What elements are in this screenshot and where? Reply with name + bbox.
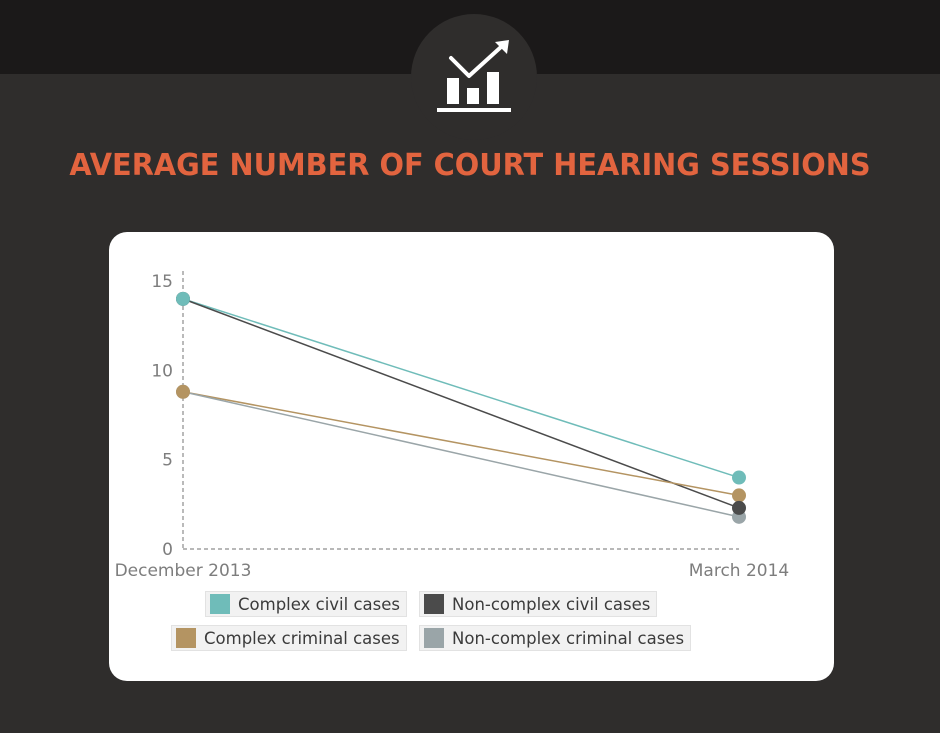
chart-card: 0 5 10 15 December 2013 March 2014 Complex ci… <box>109 232 834 681</box>
page-title: AVERAGE NUMBER OF COURT HEARING SESSIONS <box>69 148 871 183</box>
legend-label: Complex civil cases <box>238 594 400 614</box>
legend-label: Non-complex civil cases <box>452 594 651 614</box>
y-tick-label: 0 <box>162 540 173 560</box>
legend-item: Complex criminal cases <box>171 625 407 651</box>
x-tick-label: March 2014 <box>689 561 790 581</box>
x-tick-label: December 2013 <box>115 561 252 581</box>
legend-item: Non-complex criminal cases <box>419 625 692 651</box>
legend-label: Complex criminal cases <box>204 628 400 648</box>
series-line <box>182 298 740 509</box>
data-point <box>176 291 190 306</box>
series-line <box>182 391 740 497</box>
legend-swatch <box>424 628 444 648</box>
series-line <box>182 391 740 518</box>
legend-swatch <box>210 594 230 614</box>
data-point <box>732 488 746 503</box>
y-tick-label: 10 <box>151 361 173 381</box>
bar-chart-growth-icon <box>437 40 511 112</box>
legend-item: Complex civil cases <box>205 591 407 617</box>
y-tick-label: 5 <box>162 451 173 471</box>
legend-label: Non-complex criminal cases <box>452 628 685 648</box>
legend-swatch <box>176 628 196 648</box>
data-point <box>732 500 746 515</box>
data-point <box>732 470 746 485</box>
chart-badge <box>411 14 537 140</box>
legend-swatch <box>424 594 444 614</box>
legend-item: Non-complex civil cases <box>419 591 658 617</box>
line-chart: 0 5 10 15 December 2013 March 2014 <box>115 271 790 581</box>
data-point <box>176 384 190 399</box>
y-tick-label: 15 <box>151 272 173 292</box>
series-line <box>182 298 740 479</box>
